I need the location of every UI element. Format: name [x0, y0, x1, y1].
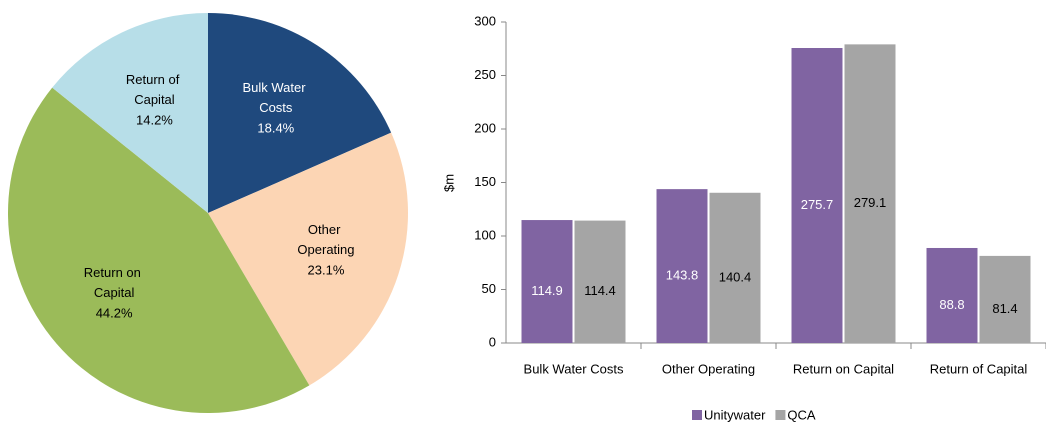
x-tick-label: Return on Capital — [793, 361, 894, 376]
bar — [791, 48, 843, 343]
bar-value-label: 143.8 — [666, 268, 699, 283]
legend-swatch — [775, 410, 786, 420]
bar-value-label: 140.4 — [719, 269, 752, 284]
bar-value-label: 279.1 — [854, 195, 887, 210]
bar-chart: 0 50 100 150 200 250 300 Bulk Water Costs 114.9 1… — [474, 13, 1046, 422]
y-tick-label: 100 — [474, 227, 496, 242]
slice-value-label: 14.2% — [136, 113, 173, 128]
slice-value-label: 23.1% — [308, 263, 345, 278]
bar — [521, 220, 573, 343]
slice-label: Return on Capital — [84, 265, 145, 300]
x-tick-label: Other Operating — [662, 361, 755, 376]
legend-swatch — [692, 410, 702, 420]
bar — [709, 192, 761, 343]
x-tick-label: Return of Capital — [930, 361, 1028, 376]
bar — [656, 189, 708, 343]
bar-value-label: 114.4 — [584, 283, 616, 298]
y-tick-label: 50 — [482, 281, 496, 296]
bar — [844, 44, 896, 343]
bar-value-label: 88.8 — [939, 297, 964, 312]
slice-label: Other Operating — [297, 223, 354, 258]
pie-slice — [8, 87, 310, 413]
pie-chart: Bulk Water Costs 18.4% Other Operating 23.1… — [8, 13, 408, 413]
y-tick-label: 250 — [474, 67, 496, 82]
bar-value-label: 275.7 — [801, 197, 834, 212]
x-tick-label: Bulk Water Costs — [524, 361, 624, 376]
slice-value-label: 44.2% — [96, 305, 133, 320]
legend-label: QCA — [787, 407, 816, 422]
bar-value-label: 81.4 — [992, 301, 1017, 316]
slice-value-label: 18.4% — [257, 121, 294, 136]
y-tick-label: 150 — [474, 174, 496, 189]
y-tick-label: 0 — [489, 334, 496, 349]
pie-slice — [52, 13, 209, 213]
legend-label: Unitywater — [704, 407, 766, 422]
bar-value-label: 114.9 — [531, 283, 563, 298]
bar — [926, 247, 978, 343]
slice-label: Bulk Water Costs — [242, 81, 309, 116]
pie-slice — [208, 132, 408, 386]
y-tick-label: 200 — [474, 120, 496, 135]
bar — [574, 220, 626, 343]
slice-label: Return of Capital — [126, 73, 183, 108]
y-axis-label: $m — [441, 174, 456, 192]
y-tick-label: 300 — [474, 13, 496, 28]
bar — [979, 255, 1031, 343]
pie-slice — [208, 13, 392, 213]
